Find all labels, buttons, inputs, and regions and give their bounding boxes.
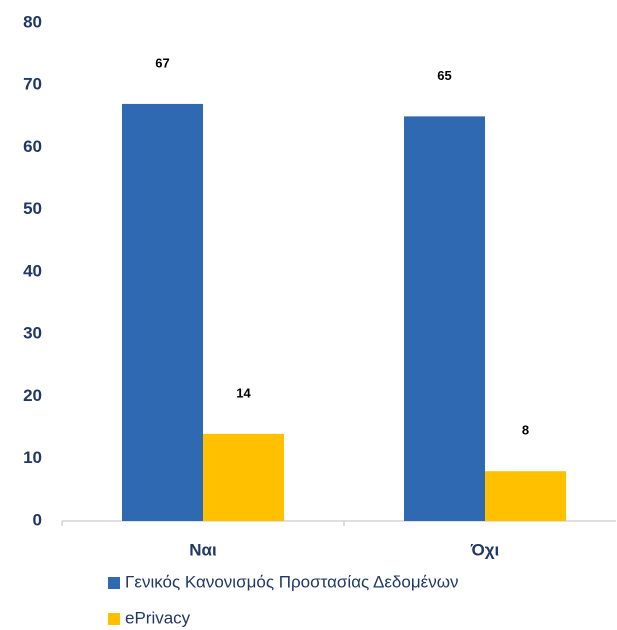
bar — [485, 471, 566, 521]
y-tick-label: 0 — [33, 510, 42, 529]
legend-label: ePrivacy — [125, 608, 191, 627]
bar — [404, 116, 485, 521]
data-label: 65 — [437, 68, 451, 83]
y-tick-label: 80 — [23, 12, 42, 31]
y-tick-label: 20 — [23, 386, 42, 405]
x-tick-label: Ναι — [189, 540, 217, 559]
y-tick-label: 30 — [23, 324, 42, 343]
bar — [203, 433, 284, 521]
data-label: 14 — [236, 385, 251, 400]
legend-swatch — [108, 577, 120, 589]
data-label: 8 — [522, 423, 529, 438]
x-tick-label: Όχι — [470, 540, 500, 559]
y-tick-label: 60 — [23, 137, 42, 156]
legend-swatch — [108, 613, 120, 625]
y-tick-label: 50 — [23, 199, 42, 218]
bar — [122, 103, 203, 522]
legend-label: Γενικός Κανονισμός Προστασίας Δεδομένων — [125, 572, 459, 591]
y-tick-label: 70 — [23, 75, 42, 94]
y-tick-label: 10 — [23, 448, 42, 467]
y-tick-label: 40 — [23, 261, 42, 280]
data-label: 67 — [155, 55, 169, 70]
